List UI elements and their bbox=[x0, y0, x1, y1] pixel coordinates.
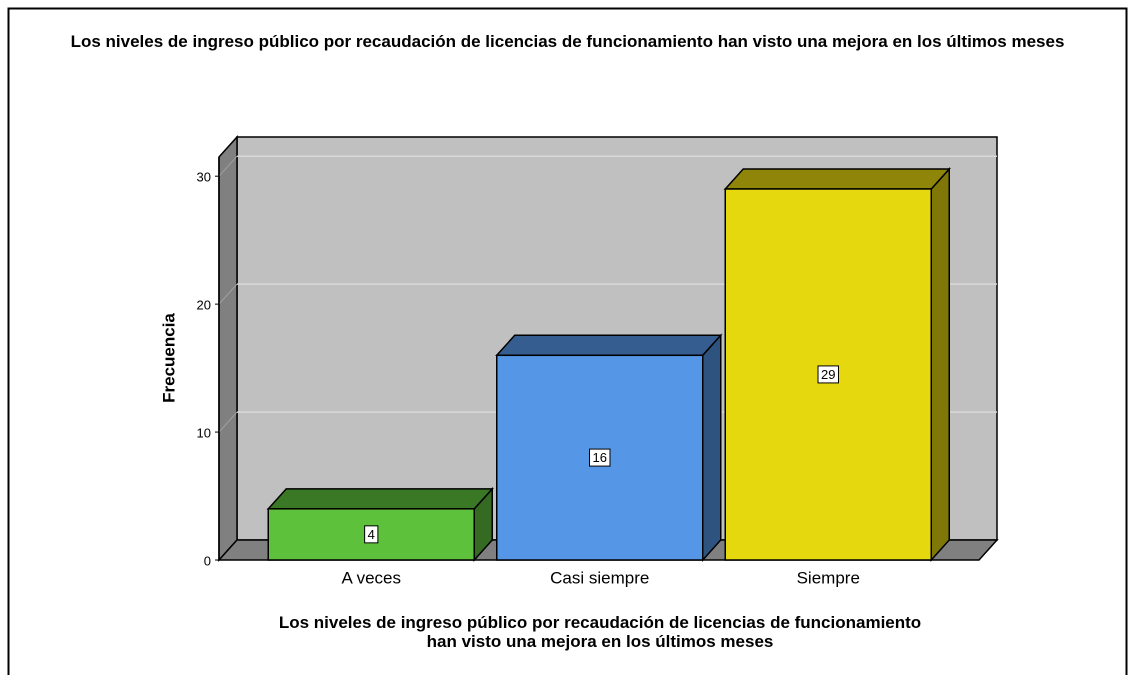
side-wall bbox=[218, 135, 238, 562]
value-label-box bbox=[364, 525, 379, 544]
bar-side bbox=[930, 167, 950, 562]
grid-line bbox=[218, 283, 238, 305]
value-label-box bbox=[817, 365, 839, 384]
x-axis-label: Los niveles de ingreso público por recau… bbox=[278, 613, 922, 651]
bar-top bbox=[266, 488, 494, 510]
y-axis-label: Frecuencia bbox=[159, 313, 178, 403]
bar-top bbox=[723, 168, 951, 190]
y-tick-label: 20 bbox=[197, 298, 211, 313]
y-tick-label: 0 bbox=[204, 553, 211, 568]
y-tick-label: 10 bbox=[197, 426, 211, 441]
bar-top bbox=[495, 334, 723, 357]
grid-line bbox=[218, 155, 238, 177]
value-label: 4 bbox=[368, 527, 375, 542]
value-label: 29 bbox=[821, 367, 835, 382]
grid-line bbox=[218, 411, 238, 433]
x-tick-label: Casi siempre bbox=[550, 568, 649, 587]
y-tick-label: 30 bbox=[197, 170, 211, 185]
x-tick-label: Siempre bbox=[797, 568, 860, 587]
value-label: 16 bbox=[593, 450, 607, 465]
bar-side bbox=[702, 333, 722, 562]
chart-title: Los niveles de ingreso público por recau… bbox=[70, 32, 1065, 51]
value-label-box bbox=[589, 448, 611, 467]
title-box: Los niveles de ingreso público por recau… bbox=[70, 32, 1065, 51]
x-label-box: Los niveles de ingreso público por recau… bbox=[278, 613, 922, 651]
x-tick-label: A veces bbox=[341, 568, 401, 587]
